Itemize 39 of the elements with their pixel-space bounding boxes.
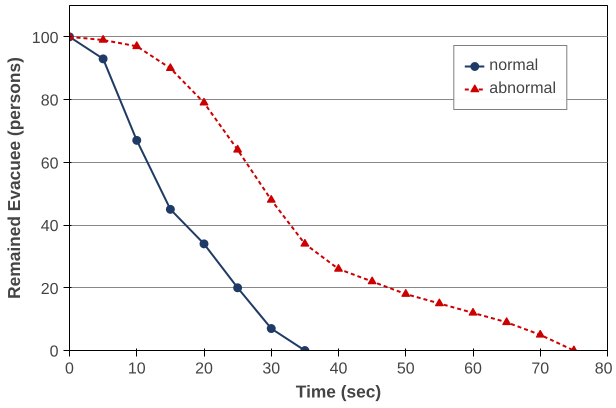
legend-label: normal: [489, 57, 538, 75]
x-tick-label: 60: [464, 360, 482, 378]
point: [434, 298, 444, 306]
y-axis-title: Remained Evacuee (persons): [4, 57, 24, 299]
point: [368, 276, 377, 284]
x-tick-label: 0: [65, 360, 74, 378]
x-tick-label: 50: [396, 360, 415, 378]
x-tick-label: 10: [128, 360, 146, 378]
point: [233, 144, 242, 153]
point: [502, 317, 512, 326]
point: [233, 283, 242, 292]
point: [200, 239, 208, 248]
point: [401, 288, 410, 297]
y-tick-label: 80: [40, 92, 59, 110]
y-tick-label: 0: [50, 344, 59, 360]
y-tick-label: 100: [32, 30, 59, 47]
point: [98, 34, 108, 43]
x-axis-title: Time (sec): [296, 382, 382, 402]
y-tick-label: 20: [40, 280, 59, 298]
point: [132, 41, 142, 50]
point: [334, 264, 343, 272]
x-tick-label: 20: [195, 360, 213, 378]
y-tick-label: 40: [40, 218, 59, 236]
x-tick-label: 30: [262, 360, 280, 378]
point: [266, 194, 276, 203]
point: [266, 324, 276, 334]
point: [468, 308, 478, 316]
x-tick-label: 80: [594, 360, 613, 378]
x-tick-label: 70: [531, 360, 550, 378]
point: [300, 238, 310, 247]
point: [98, 54, 108, 64]
point: [166, 63, 175, 72]
point: [166, 204, 175, 214]
x-tick-label: 40: [330, 360, 348, 378]
point: [200, 98, 208, 106]
y-tick-label: 60: [40, 155, 59, 172]
legend-label: abnormal: [489, 80, 556, 98]
point: [536, 330, 545, 338]
point: [132, 136, 142, 145]
